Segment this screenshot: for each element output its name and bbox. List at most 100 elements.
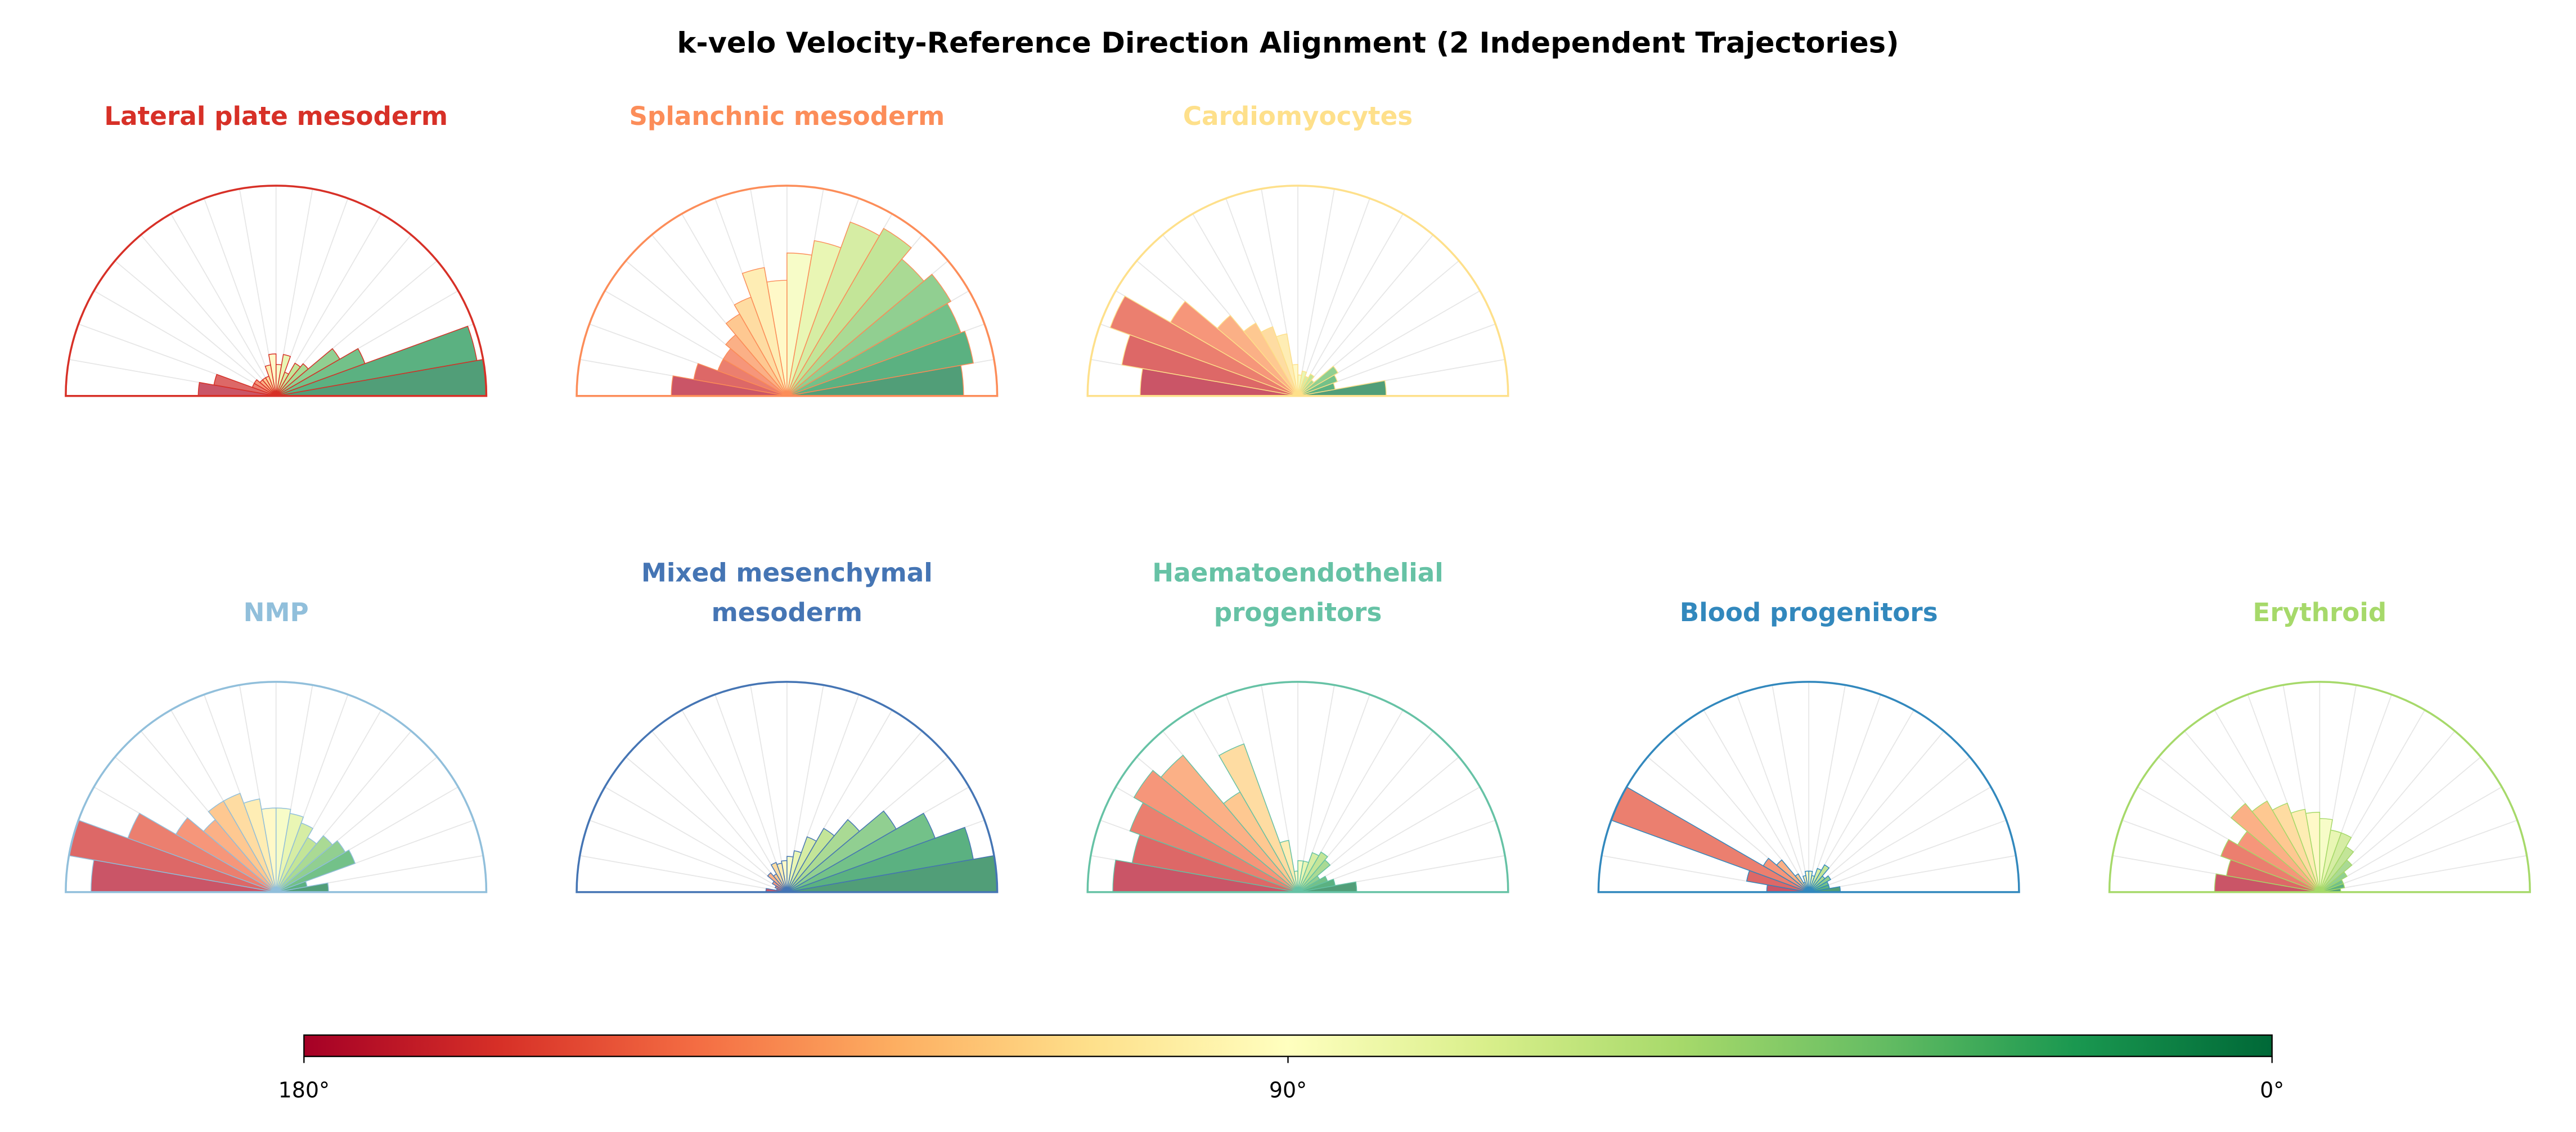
radial-gridline <box>2319 819 2517 893</box>
radial-gridline <box>625 756 788 893</box>
histogram-bar <box>786 850 802 892</box>
histogram-bar <box>276 840 346 893</box>
panel-frame <box>1086 185 1509 397</box>
histogram-bar <box>767 872 788 893</box>
histogram-bar <box>1129 802 1298 893</box>
histogram-bar <box>786 330 974 397</box>
histogram-bar <box>1297 365 1339 397</box>
radial-gridline <box>93 290 277 397</box>
polar-panel: Cardiomyocytes <box>1086 101 1509 397</box>
histogram-bar <box>208 800 277 893</box>
histogram-bar <box>1297 370 1307 397</box>
radial-gridline <box>140 234 277 397</box>
panel-title: NMP <box>244 598 309 627</box>
radial-gridline <box>714 694 788 892</box>
panel-title: Cardiomyocytes <box>1183 101 1413 131</box>
histogram-bar <box>786 227 912 397</box>
radial-gridline <box>1808 694 1881 892</box>
histogram-bar <box>786 826 974 893</box>
panel-title-line: progenitors <box>1214 598 1382 627</box>
histogram-bar <box>1121 334 1298 397</box>
histogram-bar <box>275 354 291 397</box>
histogram-bar <box>786 828 835 893</box>
radial-gridline <box>681 709 788 893</box>
radial-gridline <box>579 855 787 893</box>
radial-gridline <box>651 730 788 893</box>
radial-gridline <box>1772 685 1810 892</box>
histogram-bar <box>1218 743 1298 893</box>
radial-gridline <box>1808 756 1971 893</box>
histogram-bar <box>786 856 794 892</box>
histogram-bar <box>725 313 788 397</box>
panel-title-line: Mixed mesenchymal <box>641 558 933 588</box>
histogram-bar <box>786 836 817 893</box>
radial-gridline <box>114 260 277 397</box>
radial-gridline <box>1297 198 1370 397</box>
histogram-bar <box>2230 803 2320 893</box>
histogram-bar <box>786 240 842 397</box>
panel-title-line: Splanchnic mesoderm <box>629 101 945 131</box>
histogram-bar <box>786 810 897 893</box>
histogram-bar <box>1808 864 1830 893</box>
panel-title-line: Cardiomyocytes <box>1183 101 1413 131</box>
histogram-bar <box>741 267 788 397</box>
radial-gridline <box>604 787 788 893</box>
histogram-bar <box>1297 851 1328 893</box>
radial-gridline <box>1736 694 1810 892</box>
panel-title: Lateral plate mesoderm <box>104 101 448 131</box>
radial-gridline <box>750 685 788 892</box>
radial-gridline <box>1808 709 1914 893</box>
radial-gridline <box>1808 819 2007 893</box>
histogram-bar <box>1109 295 1298 397</box>
histogram-bar <box>1133 770 1298 893</box>
histogram-bar <box>786 812 936 893</box>
panel-frame <box>1597 681 2020 893</box>
polar-panel: Blood progenitors <box>1597 598 2020 893</box>
colorbar-tick-label: 180° <box>278 1078 330 1103</box>
panel-title: Haematoendothelial progenitors <box>1152 558 1443 627</box>
panel-title: Blood progenitors <box>1680 598 1938 627</box>
histogram-bar <box>276 362 301 397</box>
histogram-bar <box>276 363 309 397</box>
panel-title-line: mesoderm <box>712 598 862 627</box>
histogram-bar <box>276 348 340 397</box>
histogram-bar <box>1297 860 1304 892</box>
histogram-bar <box>1611 786 1809 893</box>
radial-gridline <box>1809 855 2016 893</box>
radial-gridline <box>170 213 277 397</box>
histogram-bar <box>734 297 788 397</box>
histogram-bar <box>276 325 478 397</box>
panel-frame <box>65 185 488 397</box>
panel-frame <box>2108 681 2531 893</box>
histogram-bar <box>725 334 788 397</box>
panel-title: Mixed mesenchymal mesoderm <box>641 558 933 627</box>
polar-panel: NMP <box>65 598 488 893</box>
panel-title-line: Haematoendothelial <box>1152 558 1443 588</box>
histogram-bar <box>771 881 788 893</box>
histogram-bar <box>1746 870 1809 893</box>
histogram-bar <box>276 835 333 893</box>
panel-title-line: NMP <box>244 598 309 627</box>
colorbar-gradient <box>303 1034 2273 1057</box>
histogram-bar <box>786 252 812 396</box>
histogram-bar <box>2220 839 2320 893</box>
radial-gridline <box>1808 730 1945 893</box>
histogram-bar <box>1297 852 1320 893</box>
histogram-bar <box>774 885 788 893</box>
radial-gridline <box>1297 234 1433 397</box>
radial-gridline <box>204 198 277 397</box>
panel-frame <box>1086 681 1509 893</box>
histogram-bar <box>276 849 356 893</box>
panel-title-line: Blood progenitors <box>1680 598 1938 627</box>
radial-gridline <box>589 819 788 893</box>
colorbar-tick-label: 90° <box>1269 1078 1307 1103</box>
panel-frame <box>576 185 999 397</box>
radial-gridline <box>2319 787 2502 893</box>
histogram-bar <box>1297 373 1315 397</box>
radial-gridline <box>1808 685 1846 892</box>
radial-gridline <box>1297 213 1404 397</box>
polar-panel: Splanchnic mesoderm <box>576 101 999 397</box>
histogram-bar <box>786 221 880 397</box>
figure-title: k-velo Velocity-Reference Direction Alig… <box>677 26 1899 60</box>
